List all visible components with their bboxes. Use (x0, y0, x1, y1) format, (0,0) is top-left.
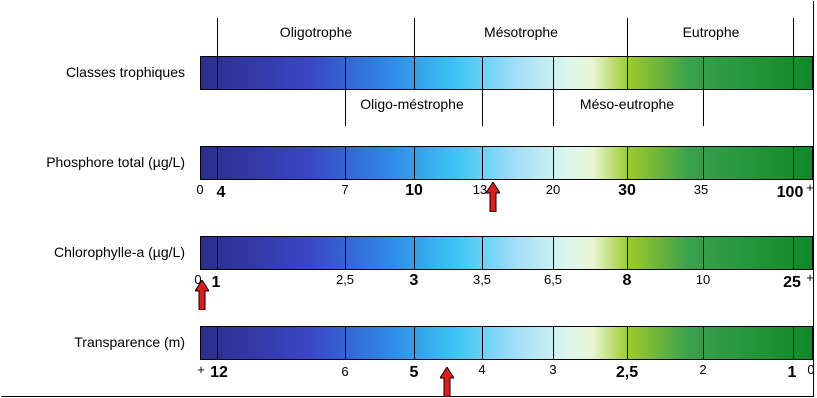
row-label-transparence: Transparence (m) (74, 334, 185, 350)
tick: 4 (216, 184, 226, 201)
class-mesotrophe: Mésotrophe (484, 24, 558, 40)
class-divider (217, 18, 218, 58)
phosphore-bar (200, 146, 813, 180)
class-divider (553, 90, 554, 126)
tick: 0 (807, 362, 815, 377)
tick: 0 (194, 272, 202, 287)
tick: 35 (693, 182, 709, 197)
row-label-chlorophylle: Chlorophylle-a (µg/L) (53, 244, 185, 260)
class-oligotrophe: Oligotrophe (279, 24, 353, 40)
tick: 2,5 (615, 364, 639, 381)
row-label-classes: Classes trophiques (65, 64, 185, 80)
tick: 0 (196, 182, 204, 197)
tick: + (197, 362, 205, 377)
trophic-class-bar (200, 56, 813, 90)
tick: 13 (472, 182, 488, 197)
up-arrow-icon (486, 182, 500, 212)
tick: 20 (545, 182, 561, 197)
class-divider (703, 90, 704, 126)
tick: 12 (210, 364, 228, 381)
tick: 3,5 (472, 272, 492, 287)
tick: 4 (478, 362, 486, 377)
tick: 3 (549, 362, 557, 377)
tick: 2 (699, 362, 707, 377)
tick: 30 (618, 182, 636, 199)
tick: 6,5 (543, 272, 563, 287)
tick: 1 (787, 364, 797, 381)
tick: 7 (341, 182, 349, 197)
transparence-bar (200, 326, 813, 360)
tick: 25 (783, 274, 801, 291)
class-divider (482, 90, 483, 126)
tick: 5 (409, 364, 419, 381)
chlorophylle-bar (200, 236, 813, 270)
class-meso-eutrophe: Méso-eutrophe (579, 96, 675, 112)
row-label-phosphore: Phosphore total (µg/L) (46, 154, 185, 170)
class-divider (627, 18, 628, 58)
class-divider (793, 18, 794, 58)
class-oligo-mesotrophe: Oligo-méstrophe (360, 96, 464, 112)
class-divider (345, 90, 346, 126)
tick: 6 (341, 364, 349, 379)
tick: + (806, 180, 814, 195)
tick: 8 (622, 272, 632, 289)
tick: 2,5 (335, 272, 355, 287)
tick: 1 (211, 274, 221, 291)
tick: + (806, 270, 814, 285)
tick: 3 (409, 272, 419, 289)
up-arrow-icon (195, 280, 209, 310)
tick: 100 (776, 184, 804, 201)
tick: 10 (405, 182, 423, 199)
up-arrow-icon (440, 367, 454, 397)
class-eutrophe: Eutrophe (682, 24, 740, 40)
tick: 10 (695, 272, 711, 287)
class-divider (414, 18, 415, 58)
